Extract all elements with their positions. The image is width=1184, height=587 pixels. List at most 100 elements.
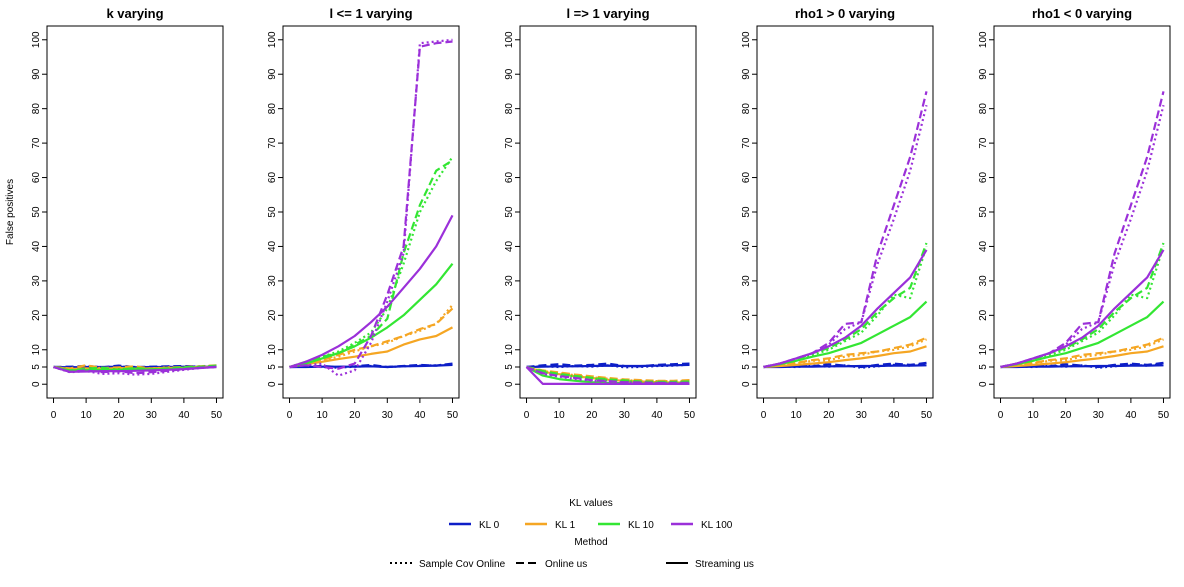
y-tick-label: 5 — [978, 364, 989, 370]
y-tick-label: 100 — [267, 31, 278, 48]
x-tick-label: 50 — [921, 410, 933, 421]
plot-frame — [46, 25, 224, 399]
panel-title: k varying — [106, 6, 163, 21]
panel-1: k varying 0 5 10 20 30 40 50 60 70 80 90 100 0 10 20 30 4… — [31, 6, 224, 421]
y-tick-label: 40 — [31, 240, 42, 252]
y-tick-label: 50 — [504, 206, 515, 218]
y-tick-label: 10 — [267, 344, 278, 356]
panel-4: rho1 > 0 varying 0 5 10 20 30 40 50 60 70 80 90 100 0… — [741, 6, 934, 421]
series-line-kl0-solid — [526, 363, 690, 369]
panel-2: l <= 1 varying 0 5 10 20 30 40 50 60 70 80 90 100 0 10… — [267, 6, 460, 421]
y-tick-label: 90 — [267, 68, 278, 80]
y-tick-label: 60 — [741, 172, 752, 184]
y-tick-label: 40 — [504, 240, 515, 252]
series-line-kl10-dotted — [289, 156, 454, 369]
y-tick-label: 20 — [741, 309, 752, 321]
x-tick-label: 50 — [684, 410, 696, 421]
x-tick-label: 20 — [1060, 410, 1072, 421]
y-tick-label: 5 — [267, 364, 278, 370]
y-tick-label: 100 — [978, 31, 989, 48]
series-line-kl1-solid — [763, 345, 927, 369]
plot-frame — [282, 25, 460, 399]
legend-method-items: Sample Cov Online Online us Streaming us — [390, 559, 754, 570]
x-tick-label: 50 — [1158, 410, 1170, 421]
series-line-kl100-dotted — [289, 38, 453, 377]
series-line-kl100-solid — [289, 214, 454, 369]
x-tick-label: 0 — [761, 410, 767, 421]
x-tick-label: 0 — [998, 410, 1004, 421]
x-tick-label: 20 — [349, 410, 361, 421]
y-tick-label: 90 — [741, 68, 752, 80]
series-line-kl100-solid — [53, 365, 217, 373]
x-tick-label: 40 — [1125, 410, 1137, 421]
series-line-kl100-dashed — [289, 40, 453, 370]
series-line-kl100-dotted — [763, 104, 928, 369]
legend-method-label: Online us — [545, 559, 587, 570]
y-tick-label: 70 — [741, 137, 752, 149]
x-tick-label: 20 — [586, 410, 598, 421]
y-tick-label: 30 — [978, 275, 989, 287]
x-tick-label: 30 — [382, 410, 394, 421]
legend-method: Method Sample Cov Online Online us Streami… — [390, 537, 754, 570]
legend-method-label: Streaming us — [695, 559, 754, 570]
y-tick-label: 30 — [504, 275, 515, 287]
x-tick-label: 0 — [287, 410, 293, 421]
y-tick-label: 0 — [978, 381, 989, 387]
series-line-kl10-solid — [1000, 300, 1165, 369]
series-line-kl1-dotted — [289, 304, 454, 369]
x-tick-label: 10 — [791, 410, 803, 421]
panel-5: rho1 < 0 varying 0 5 10 20 30 40 50 60 70 80 90 100 0… — [978, 6, 1171, 421]
y-tick-label: 60 — [978, 172, 989, 184]
y-tick-label: 30 — [31, 275, 42, 287]
legend-kl-label: KL 0 — [479, 520, 500, 531]
y-tick-label: 80 — [978, 103, 989, 115]
x-tick-label: 50 — [211, 410, 223, 421]
y-tick-label: 5 — [504, 364, 515, 370]
y-tick-label: 100 — [741, 31, 752, 48]
series-line-kl0-solid — [1000, 364, 1164, 369]
y-tick-label: 60 — [267, 172, 278, 184]
y-tick-label: 70 — [267, 137, 278, 149]
y-tick-label: 60 — [31, 172, 42, 184]
y-tick-label: 50 — [978, 206, 989, 218]
x-tick-label: 40 — [414, 410, 426, 421]
series-line-kl1-solid — [289, 326, 454, 369]
y-tick-label: 10 — [978, 344, 989, 356]
x-tick-label: 10 — [554, 410, 566, 421]
series-line-kl1-dashed — [1000, 336, 1164, 369]
y-tick-label: 90 — [31, 68, 42, 80]
legend-kl-label: KL 100 — [701, 520, 733, 531]
y-tick-label: 0 — [741, 381, 752, 387]
y-tick-label: 0 — [504, 381, 515, 387]
y-tick-label: 10 — [504, 344, 515, 356]
y-tick-label: 20 — [267, 309, 278, 321]
legend-kl-title: KL values — [569, 498, 613, 509]
series-line-kl100-solid — [1000, 249, 1165, 369]
y-axis-label: False positives — [5, 179, 16, 245]
x-tick-label: 10 — [1028, 410, 1040, 421]
panel-title: rho1 < 0 varying — [1032, 6, 1132, 21]
y-tick-label: 5 — [31, 364, 42, 370]
x-tick-label: 40 — [178, 410, 190, 421]
series-line-kl100-dotted — [1000, 104, 1165, 369]
y-tick-label: 70 — [31, 137, 42, 149]
x-tick-label: 40 — [888, 410, 900, 421]
y-tick-label: 50 — [267, 206, 278, 218]
legend-method-label: Sample Cov Online — [419, 559, 506, 570]
legend-kl: KL values KL 0 KL 1 KL 10 KL 100 — [449, 498, 733, 531]
y-tick-label: 50 — [31, 206, 42, 218]
y-tick-label: 40 — [978, 240, 989, 252]
y-tick-label: 40 — [267, 240, 278, 252]
x-tick-label: 0 — [51, 410, 57, 421]
x-tick-label: 30 — [146, 410, 158, 421]
x-tick-label: 40 — [651, 410, 663, 421]
y-tick-label: 90 — [504, 68, 515, 80]
legend-kl-items: KL 0 KL 1 KL 10 KL 100 — [449, 520, 733, 531]
y-tick-label: 90 — [978, 68, 989, 80]
y-tick-label: 50 — [741, 206, 752, 218]
y-tick-label: 70 — [978, 137, 989, 149]
series-line-kl10-dotted — [763, 246, 928, 369]
legend-kl-label: KL 10 — [628, 520, 654, 531]
x-tick-label: 10 — [81, 410, 93, 421]
